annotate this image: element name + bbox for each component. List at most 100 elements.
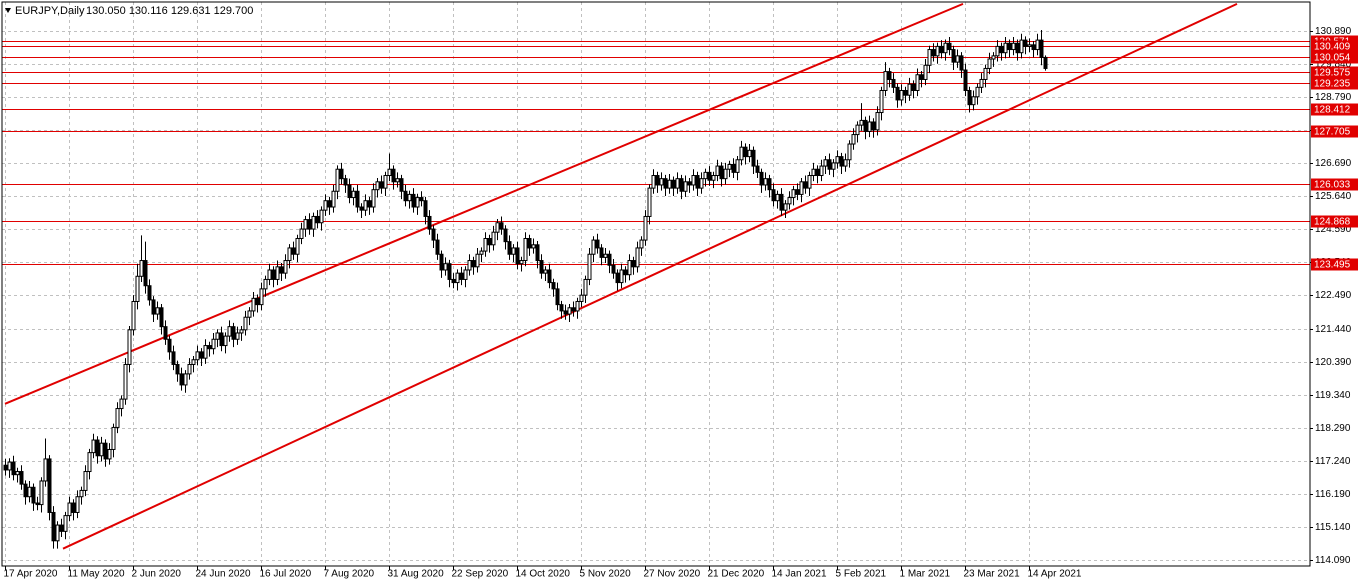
candle-body	[39, 480, 44, 506]
candle-body	[711, 175, 716, 181]
candle-body	[307, 219, 312, 230]
candle-body	[835, 156, 840, 164]
candle-body	[1019, 39, 1024, 54]
candle-body	[359, 206, 364, 211]
candle-body	[231, 326, 236, 340]
candle-body	[875, 112, 880, 131]
candle-body	[271, 269, 276, 280]
candles	[3, 30, 1048, 549]
candle-body	[3, 464, 8, 471]
candle-body	[35, 502, 40, 506]
candle-body	[667, 179, 672, 189]
candle-body	[1035, 39, 1040, 51]
candle-body	[823, 159, 828, 167]
level-label-box	[1311, 215, 1358, 228]
level-label: 129.575	[1314, 68, 1351, 79]
candle-body	[239, 329, 244, 334]
candle-body	[291, 247, 296, 255]
candle-body	[551, 282, 556, 290]
x-tick-label: 5 Nov 2020	[580, 569, 632, 580]
candle-body	[283, 260, 288, 274]
candle-body	[591, 239, 596, 255]
candle-body	[431, 228, 436, 241]
candle-body	[487, 237, 492, 246]
candle-body	[631, 260, 636, 268]
candle-body	[791, 189, 796, 199]
candle-body	[851, 134, 856, 145]
candle-body	[1007, 42, 1012, 51]
candle-body	[167, 338, 172, 353]
candle-body	[999, 45, 1004, 54]
candle-body	[127, 329, 132, 365]
candle-body	[143, 260, 148, 287]
candle-body	[367, 200, 372, 208]
candle-body	[651, 175, 656, 189]
candle-body	[615, 272, 620, 284]
candle-body	[227, 326, 232, 337]
candle-body	[911, 83, 916, 91]
candle-body	[383, 175, 388, 189]
candle-body	[811, 168, 816, 177]
candle-body	[455, 272, 460, 284]
x-tick-label: 2 Jun 2020	[132, 569, 182, 580]
candle-body	[959, 55, 964, 71]
candle-body	[355, 190, 360, 208]
candle-body	[215, 332, 220, 340]
candle-body	[827, 159, 832, 170]
level-label-box	[1311, 40, 1358, 53]
candle-body	[351, 190, 356, 199]
candle-body	[327, 200, 332, 208]
candle-body	[951, 49, 956, 63]
candle-body	[771, 189, 776, 202]
candle-body	[831, 162, 836, 170]
candle-body	[527, 237, 532, 249]
candle-body	[923, 64, 928, 80]
candle-body	[223, 335, 228, 347]
candle-body	[179, 373, 184, 386]
candle-body	[1031, 44, 1036, 51]
candle-body	[459, 272, 464, 280]
candle-body	[535, 244, 540, 262]
candle-body	[31, 486, 36, 504]
level-label-box	[1311, 103, 1358, 116]
candle-body	[907, 83, 912, 96]
candle-body	[675, 178, 680, 189]
candle-body	[947, 42, 952, 51]
candle-body	[199, 351, 204, 359]
quote: 130.050 130.116 129.631 129.700	[86, 5, 253, 17]
candle-body	[123, 363, 128, 400]
candle-body	[983, 67, 988, 80]
candle-body	[779, 193, 784, 211]
candle-body	[979, 78, 984, 88]
y-tick-label: 118.290	[1315, 423, 1351, 434]
candle-body	[607, 253, 612, 266]
candle-body	[639, 239, 644, 249]
candle-body	[867, 121, 872, 132]
candle-body	[975, 86, 980, 98]
candle-body	[563, 310, 568, 315]
candle-body	[399, 178, 404, 192]
candle-body	[139, 260, 144, 277]
candle-body	[191, 359, 196, 365]
candle-body	[943, 42, 948, 54]
candle-body	[583, 278, 588, 296]
candle-body	[803, 181, 808, 189]
candle-body	[511, 247, 516, 255]
candle-body	[59, 524, 64, 532]
candle-body	[915, 74, 920, 91]
candle-body	[475, 253, 480, 268]
candle-body	[523, 237, 528, 262]
candle-body	[267, 269, 272, 280]
candle-body	[1043, 56, 1048, 69]
candle-body	[419, 197, 424, 202]
y-tick-label: 115.140	[1315, 522, 1351, 533]
level-label: 130.054	[1314, 53, 1351, 64]
x-tick-label: 31 Aug 2020	[388, 569, 445, 580]
candle-body	[647, 187, 652, 217]
candle-body	[663, 178, 668, 189]
candle-body	[1015, 42, 1020, 54]
x-tick-label: 24 Jun 2020	[196, 569, 251, 580]
candle-body	[847, 143, 852, 161]
candle-body	[407, 193, 412, 202]
